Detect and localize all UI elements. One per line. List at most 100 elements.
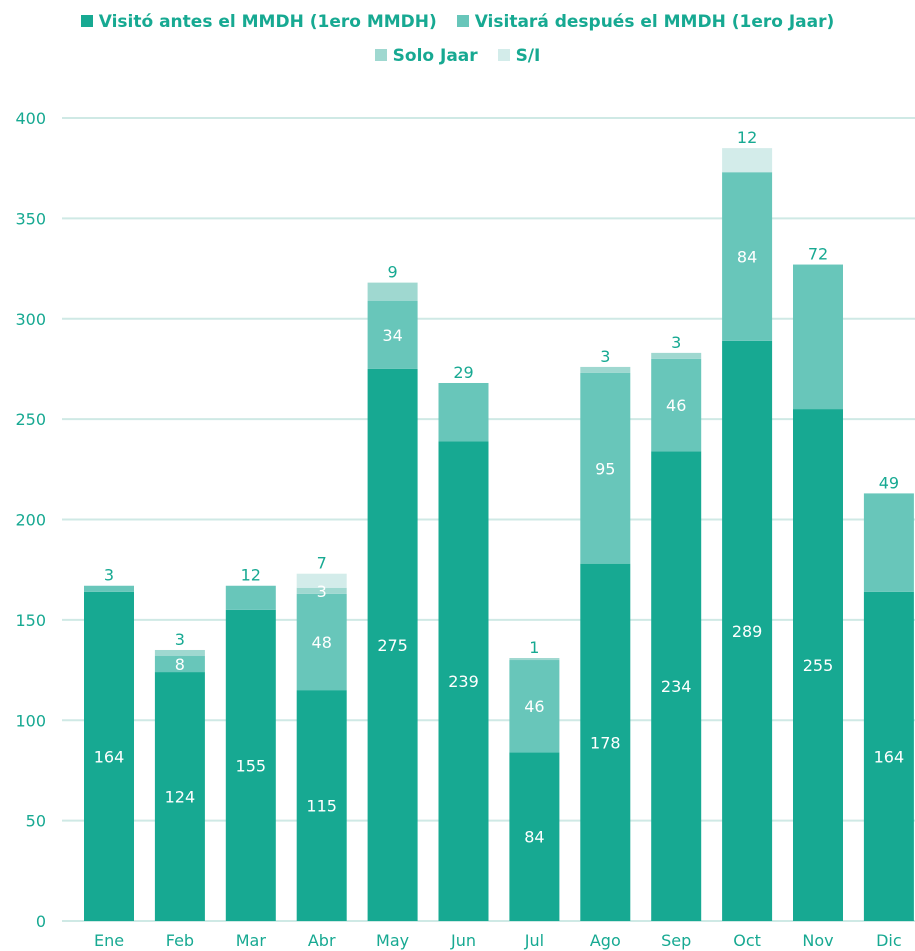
bar-segment	[722, 340, 773, 921]
legend-label: Solo Jaar	[392, 46, 478, 66]
data-label: 255	[803, 656, 834, 675]
bar-segment	[84, 585, 134, 592]
data-label: 12	[241, 566, 261, 585]
legend-row-2: Solo Jaar S/I	[0, 46, 915, 66]
data-label: 46	[666, 396, 686, 415]
data-label: 164	[874, 747, 905, 766]
bar-segment	[580, 563, 631, 921]
bar-segment	[509, 752, 560, 921]
x-tick-label: Oct	[733, 931, 761, 950]
x-tick-label: Jul	[524, 931, 544, 950]
y-tick-label: 400	[15, 109, 46, 128]
bar-segment	[154, 649, 205, 657]
x-tick-label: Feb	[166, 931, 194, 950]
legend-label: Visitará después el MMDH (1ero Jaar)	[474, 12, 835, 32]
data-label: 178	[590, 733, 621, 752]
data-label: 1	[529, 638, 539, 657]
bar-segment	[296, 690, 347, 921]
data-label: 9	[388, 263, 398, 282]
legend-label: S/I	[515, 46, 541, 66]
y-tick-label: 150	[15, 611, 46, 630]
legend-item: Visitará después el MMDH (1ero Jaar)	[456, 12, 835, 32]
bar-segment	[367, 368, 418, 921]
bar-segment	[367, 282, 418, 301]
y-tick-label: 50	[26, 812, 46, 831]
y-tick-label: 250	[15, 410, 46, 429]
legend-label: Visitó antes el MMDH (1ero MMDH)	[98, 12, 437, 32]
bar-segment	[863, 591, 914, 921]
x-tick-label: Mar	[236, 931, 267, 950]
bar-segment	[154, 656, 205, 673]
bar-segment	[509, 658, 560, 661]
bar-segment	[863, 493, 914, 592]
bar-segment	[296, 593, 347, 691]
x-tick-label: Jun	[450, 931, 476, 950]
data-label: 95	[595, 459, 615, 478]
data-label: 3	[671, 333, 681, 352]
legend-row-1: Visitó antes el MMDH (1ero MMDH) Visitar…	[0, 12, 915, 32]
bar-segment	[438, 382, 489, 442]
bar-segment	[84, 591, 134, 921]
bar-segment	[225, 585, 276, 610]
y-tick-label: 0	[36, 912, 46, 931]
legend-item: S/I	[497, 46, 541, 66]
bar-segment	[651, 358, 702, 452]
data-label: 29	[453, 363, 473, 382]
bar-segment	[296, 573, 347, 588]
bar-segment	[154, 672, 205, 921]
legend-swatch	[497, 49, 510, 61]
legend-swatch	[456, 15, 469, 27]
x-tick-label: Dic	[876, 931, 902, 950]
data-label: 164	[94, 747, 125, 766]
y-tick-label: 350	[15, 209, 46, 228]
bar-segment	[438, 441, 489, 921]
data-label: 8	[175, 655, 185, 674]
data-label: 124	[165, 788, 196, 807]
data-label: 3	[175, 630, 185, 649]
x-tick-label: Nov	[802, 931, 833, 950]
data-label: 239	[448, 672, 479, 691]
bar-segment	[225, 609, 276, 921]
data-label: 275	[377, 636, 408, 655]
x-tick-label: Ago	[590, 931, 621, 950]
data-label: 3	[317, 582, 327, 601]
bar-segment	[367, 300, 418, 369]
data-label: 7	[317, 554, 327, 573]
y-tick-label: 300	[15, 310, 46, 329]
data-label: 3	[600, 347, 610, 366]
bar-segment	[509, 660, 560, 753]
x-tick-label: Ene	[94, 931, 124, 950]
y-tick-label: 200	[15, 511, 46, 530]
x-tick-label: Abr	[308, 931, 336, 950]
x-tick-label: Sep	[661, 931, 691, 950]
data-label: 12	[737, 128, 757, 147]
bar-segment	[651, 352, 702, 359]
x-tick-label: May	[376, 931, 409, 950]
bar-segment	[296, 587, 347, 594]
data-label: 155	[236, 756, 267, 775]
legend-swatch	[374, 49, 387, 61]
bar-segment	[793, 264, 843, 410]
data-label: 84	[737, 248, 757, 267]
bar-segment	[651, 451, 702, 921]
data-label: 49	[879, 473, 899, 492]
data-label: 289	[732, 622, 763, 641]
bar-segment	[722, 172, 773, 341]
data-label: 46	[524, 697, 544, 716]
bar-segment	[793, 409, 843, 921]
data-label: 234	[661, 677, 692, 696]
legend-swatch	[80, 15, 93, 27]
legend-item: Solo Jaar	[374, 46, 478, 66]
legend-item: Visitó antes el MMDH (1ero MMDH)	[80, 12, 437, 32]
bar-segment	[722, 148, 773, 173]
data-label: 34	[382, 326, 402, 345]
data-label: 3	[104, 566, 114, 585]
bar-segment	[580, 366, 631, 373]
data-label: 48	[312, 633, 332, 652]
data-label: 72	[808, 245, 828, 264]
y-tick-label: 100	[15, 711, 46, 730]
data-label: 115	[306, 797, 337, 816]
bar-segment	[580, 372, 631, 564]
data-label: 84	[524, 828, 544, 847]
